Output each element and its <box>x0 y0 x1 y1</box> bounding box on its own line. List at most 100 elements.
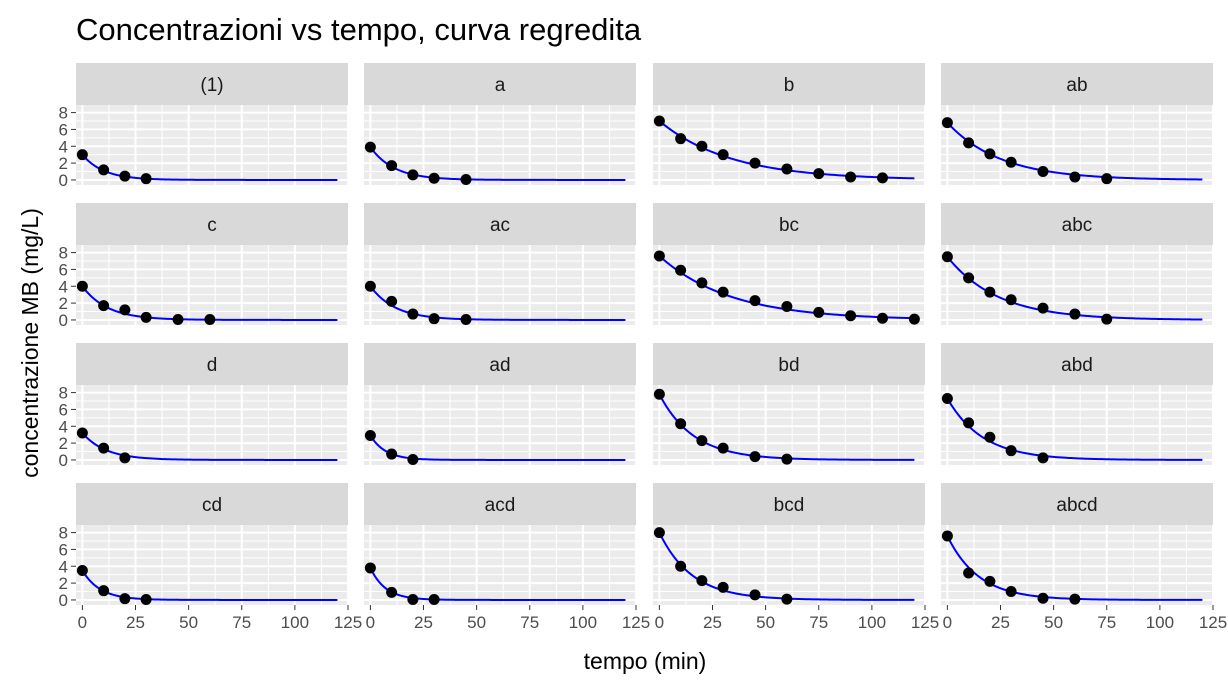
data-point <box>845 171 857 183</box>
data-point <box>407 594 419 606</box>
facet-strip-label: abc <box>1062 215 1093 236</box>
data-point <box>364 562 376 574</box>
data-point <box>941 117 953 129</box>
facet-panel-8: d <box>76 343 349 465</box>
x-tick-label: 100 <box>569 613 597 632</box>
data-point <box>98 164 110 176</box>
facet-panel-7: abc <box>941 203 1214 325</box>
x-tick-label: 75 <box>809 613 828 632</box>
y-tick-label: 8 <box>59 104 68 123</box>
data-point <box>98 585 110 597</box>
data-point <box>1069 308 1081 320</box>
data-point <box>963 272 975 284</box>
data-point <box>98 442 110 454</box>
data-point <box>696 277 708 289</box>
data-point <box>963 137 975 149</box>
x-tick-label: 100 <box>281 613 309 632</box>
y-tick-label: 6 <box>59 120 68 139</box>
panel-background <box>364 385 636 465</box>
data-point <box>749 157 761 169</box>
data-point <box>696 435 708 447</box>
facet-strip <box>941 203 1213 245</box>
x-tick-label: 125 <box>334 613 362 632</box>
facet-strip-label: abcd <box>1056 495 1097 516</box>
facet-strip <box>364 203 636 245</box>
data-point <box>140 594 152 606</box>
data-point <box>1005 156 1017 168</box>
data-point <box>781 453 793 465</box>
x-tick-label: 125 <box>911 613 939 632</box>
x-tick-label: 50 <box>1044 613 1063 632</box>
data-point <box>675 264 687 276</box>
facet-strip-label: bc <box>779 215 799 236</box>
panel-background <box>941 385 1213 465</box>
facet-panel-9: ad <box>364 343 637 466</box>
panel-background <box>653 385 925 465</box>
x-tick-label: 125 <box>1199 613 1227 632</box>
facet-strip-label: ad <box>489 355 510 376</box>
x-tick-label: 50 <box>179 613 198 632</box>
data-point <box>1069 171 1081 183</box>
y-tick-label: 6 <box>59 540 68 559</box>
facet-strip-label: a <box>495 75 506 96</box>
data-point <box>76 149 88 161</box>
data-point <box>119 452 131 464</box>
data-point <box>984 148 996 160</box>
data-point <box>1005 586 1017 598</box>
facet-strip <box>364 343 636 385</box>
x-tick-label: 75 <box>1097 613 1116 632</box>
panel-background <box>76 105 348 185</box>
facet-panel-12: cd <box>76 483 349 606</box>
data-point <box>984 575 996 587</box>
data-point <box>386 160 398 172</box>
data-point <box>696 140 708 152</box>
x-tick-label: 125 <box>622 613 650 632</box>
y-tick-label: 2 <box>59 574 68 593</box>
data-point <box>813 168 825 180</box>
y-tick-label: 0 <box>59 171 68 190</box>
x-tick-label: 0 <box>655 613 664 632</box>
y-tick-label: 0 <box>59 451 68 470</box>
data-point <box>717 442 729 454</box>
data-point <box>653 527 665 539</box>
facet-panel-11: abd <box>941 343 1214 465</box>
data-point <box>749 295 761 307</box>
data-point <box>428 313 440 325</box>
data-point <box>386 448 398 460</box>
x-tick-label: 75 <box>232 613 251 632</box>
data-point <box>1037 452 1049 464</box>
y-tick-label: 4 <box>59 277 68 296</box>
data-point <box>781 163 793 175</box>
data-point <box>653 250 665 262</box>
facet-strip <box>76 483 348 525</box>
y-tick-label: 8 <box>59 524 68 543</box>
facet-panel-4: c <box>76 203 349 326</box>
data-point <box>941 251 953 263</box>
data-point <box>675 418 687 430</box>
facet-strip <box>364 63 636 105</box>
x-tick-label: 25 <box>126 613 145 632</box>
data-point <box>675 133 687 145</box>
y-tick-label: 4 <box>59 557 68 576</box>
data-point <box>1101 313 1113 325</box>
data-point <box>1037 166 1049 178</box>
data-point <box>1101 173 1113 185</box>
data-point <box>941 392 953 404</box>
data-point <box>1037 302 1049 314</box>
facet-panel-10: bd <box>653 343 926 465</box>
x-tick-label: 0 <box>78 613 87 632</box>
data-point <box>428 172 440 184</box>
data-point <box>941 530 953 542</box>
facet-strip-label: acd <box>485 495 516 516</box>
x-tick-label: 25 <box>414 613 433 632</box>
data-point <box>386 586 398 598</box>
data-point <box>877 172 888 184</box>
data-point <box>877 312 888 324</box>
facet-strip <box>364 483 636 525</box>
y-tick-label: 8 <box>59 244 68 263</box>
facet-strip <box>653 63 925 105</box>
facet-strip <box>941 483 1213 525</box>
data-point <box>204 314 216 326</box>
facet-strip <box>76 343 348 385</box>
